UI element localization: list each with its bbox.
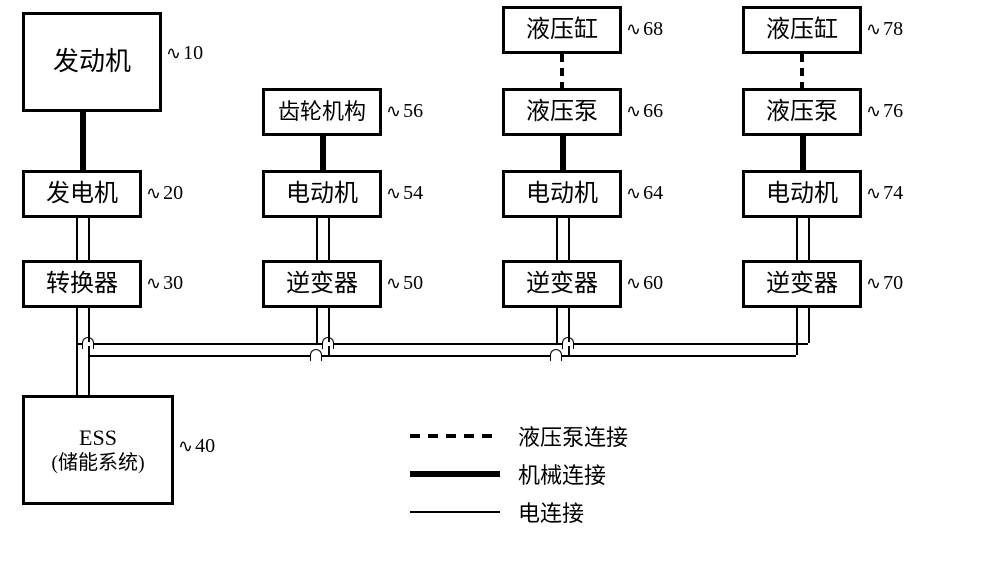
- num-label-generator: ∿20: [146, 182, 183, 205]
- hydraulic-connection: [800, 68, 804, 76]
- electrical-connection: [808, 218, 810, 260]
- num-label-motor3: ∿74: [866, 182, 903, 205]
- mechanical-connection: [320, 136, 326, 170]
- box-generator: 发电机: [22, 170, 142, 218]
- box-label: 逆变器: [526, 270, 598, 299]
- box-pump3: 液压泵: [742, 88, 862, 136]
- box-inverter2: 逆变器: [502, 260, 622, 308]
- wire-hop: [322, 337, 334, 349]
- box-label: 发电机: [46, 180, 118, 209]
- legend-row-thick: 机械连接: [410, 458, 606, 490]
- hydraulic-connection: [560, 68, 564, 76]
- box-motor1: 电动机: [262, 170, 382, 218]
- electrical-connection: [556, 308, 558, 343]
- hydraulic-connection: [800, 54, 804, 62]
- box-cyl2: 液压缸: [502, 6, 622, 54]
- hydraulic-connection: [560, 54, 564, 62]
- legend-row-thin: 电连接: [410, 496, 584, 528]
- box-motor3: 电动机: [742, 170, 862, 218]
- wire-hop: [82, 337, 94, 349]
- num-label-cyl2: ∿68: [626, 18, 663, 41]
- electrical-connection: [316, 308, 318, 343]
- box-cyl3: 液压缸: [742, 6, 862, 54]
- box-label: 齿轮机构: [278, 99, 366, 125]
- legend-label: 液压泵连接: [518, 420, 628, 452]
- box-label: 电动机: [766, 180, 838, 209]
- box-inverter1: 逆变器: [262, 260, 382, 308]
- box-label: 电动机: [526, 180, 598, 209]
- num-label-inverter2: ∿60: [626, 272, 663, 295]
- box-label: 电动机: [286, 180, 358, 209]
- num-label-pump3: ∿76: [866, 100, 903, 123]
- electrical-connection: [568, 218, 570, 260]
- legend-label: 机械连接: [518, 458, 606, 490]
- box-label: ESS: [51, 425, 144, 451]
- box-label: 液压缸: [766, 16, 838, 45]
- num-label-motor1: ∿54: [386, 182, 423, 205]
- electrical-connection: [76, 218, 78, 260]
- electrical-connection: [796, 308, 798, 355]
- box-label: 液压泵: [526, 98, 598, 127]
- legend-row-dashed: 液压泵连接: [410, 420, 628, 452]
- num-label-engine: ∿10: [166, 42, 203, 65]
- box-label: 逆变器: [766, 270, 838, 299]
- electrical-connection: [88, 355, 796, 357]
- electrical-connection: [556, 218, 558, 260]
- num-label-cyl3: ∿78: [866, 18, 903, 41]
- box-label: 逆变器: [286, 270, 358, 299]
- num-label-inverter3: ∿70: [866, 272, 903, 295]
- wire-hop: [550, 349, 562, 361]
- box-label: 转换器: [46, 270, 118, 299]
- num-label-ess: ∿40: [178, 435, 215, 458]
- box-label: 液压缸: [526, 16, 598, 45]
- electrical-connection: [76, 343, 808, 345]
- box-inverter3: 逆变器: [742, 260, 862, 308]
- num-label-pump2: ∿66: [626, 100, 663, 123]
- box-pump2: 液压泵: [502, 88, 622, 136]
- electrical-connection: [76, 308, 78, 343]
- num-label-converter: ∿30: [146, 272, 183, 295]
- wire-hop: [562, 337, 574, 349]
- electrical-connection: [88, 355, 90, 395]
- box-motor2: 电动机: [502, 170, 622, 218]
- box-engine: 发动机: [22, 12, 162, 112]
- electrical-connection: [316, 218, 318, 260]
- electrical-connection: [808, 308, 810, 343]
- box-label: 液压泵: [766, 98, 838, 127]
- num-label-inverter1: ∿50: [386, 272, 423, 295]
- hydraulic-connection: [800, 82, 804, 88]
- wire-hop: [310, 349, 322, 361]
- electrical-connection: [328, 218, 330, 260]
- box-label: 发动机: [53, 46, 131, 77]
- num-label-motor2: ∿64: [626, 182, 663, 205]
- box-gear: 齿轮机构: [262, 88, 382, 136]
- electrical-connection: [88, 218, 90, 260]
- electrical-connection: [76, 343, 78, 395]
- mechanical-connection: [80, 112, 86, 170]
- mechanical-connection: [560, 136, 566, 170]
- num-label-gear: ∿56: [386, 100, 423, 123]
- box-converter: 转换器: [22, 260, 142, 308]
- legend-label: 电连接: [518, 496, 584, 528]
- electrical-connection: [796, 218, 798, 260]
- mechanical-connection: [800, 136, 806, 170]
- hydraulic-connection: [560, 82, 564, 88]
- box-sublabel: (储能系统): [51, 451, 144, 475]
- box-ess: ESS(储能系统): [22, 395, 174, 505]
